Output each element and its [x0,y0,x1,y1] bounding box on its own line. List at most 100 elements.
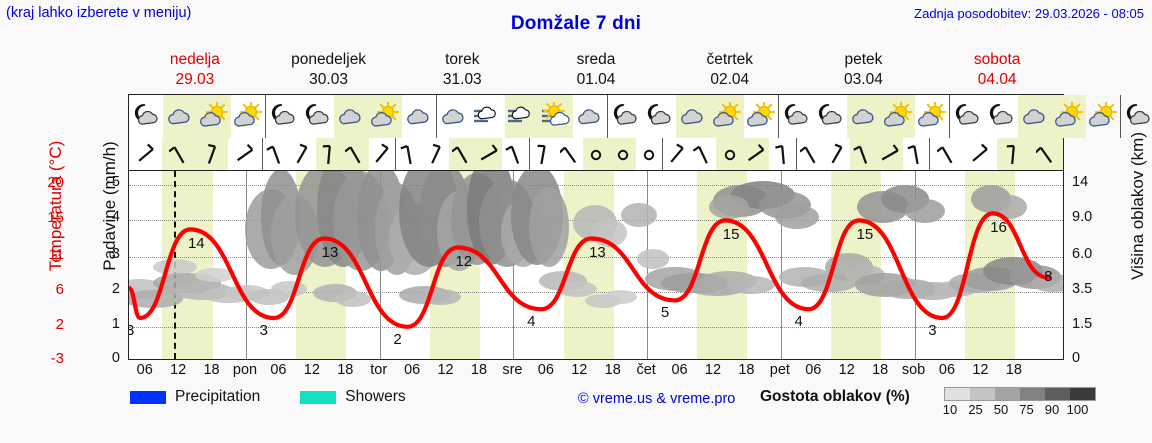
wind-barb-cell [823,138,850,170]
precipitation-swatch [130,390,166,404]
day-date: 30.03 [309,71,348,88]
time-tick-label: 06 [537,362,554,378]
wind-day-nedelja [129,138,263,170]
temperature-value-label: 12 [455,253,473,271]
time-axis-labels: 06 12 18 pon 06 12 18 tor 06 12 18 sre 06 12 18 čet 06 12… [128,362,1064,382]
day-date: 31.03 [442,71,482,88]
wind-barb-cell [930,138,963,170]
wind-barb-cell [636,138,663,170]
icon-day-sobota [1121,95,1152,138]
wind-barb-cell [449,138,476,170]
day-date: 03.04 [844,71,883,88]
wind-barb-cell [663,138,690,170]
icon-day-ponedeljek [266,95,437,138]
cloud-density-colorbar [944,387,1096,401]
precipitation-tick-label: 5 [111,174,120,191]
wind-day-torek [396,138,530,170]
day-header-petek: petek 03.04 [797,50,931,92]
day-separator [914,171,916,359]
page-title: Domžale 7 dni [510,13,642,34]
time-tick-label: 18 [738,362,755,378]
temperature-value-label: 3 [129,322,134,339]
time-tick-label: pet [769,362,790,378]
time-tick-label: 12 [838,362,855,378]
time-tick-label: 12 [704,362,722,378]
weather-icon-cell [539,95,573,138]
cloud-height-tick-label: 1.5 [1072,315,1093,332]
wind-barb-cell [396,138,423,170]
day-name: četrtek [706,51,753,68]
weather-icon-cell [915,95,949,138]
weather-icon-cell [368,95,402,138]
weather-icon-cell [642,95,676,138]
wind-barb-cell [162,138,196,170]
cloud-density-tick-label: 75 [1019,402,1034,417]
weather-icon-cell [300,95,334,138]
day-date: 29.03 [175,71,215,88]
precipitation-tick-label: 3 [111,245,120,262]
weather-icon-cell [813,95,847,138]
cloud-density-tick-label: 10 [942,402,958,417]
precipitation-tick-label: 4 [111,209,120,226]
wind-barb-cell [423,138,450,170]
wind-barb-cell [342,138,369,170]
weather-icon-cell [779,95,813,138]
time-tick-label: 06 [805,362,822,378]
wind-barb-cell [315,138,343,170]
temperature-value-label: 15 [722,226,740,244]
icon-day-četrtek [779,95,950,138]
precipitation-axis-title: Padavine (mm/h) [100,141,119,271]
weather-icon-cell [573,95,607,138]
weather-icon-cell [1052,95,1086,138]
wind-day-ponedeljek [263,138,397,170]
time-tick-label: 18 [470,362,488,378]
cloud-density-tick-labels: 10 25 50 75 90 100 [936,402,1108,420]
temperature-value-label: 5 [660,304,670,322]
cloud-density-swatch [995,388,1020,400]
day-name: ponedeljek [291,51,367,68]
weather-icon-cell [231,95,265,138]
wind-barb-cell [742,138,770,170]
time-tick-label: tor [370,362,388,378]
temperature-value-label: 3 [928,322,937,339]
wind-day-petek [797,138,931,170]
day-separator [780,171,782,359]
weather-icon-cell [710,95,744,138]
day-header-četrtek: četrtek 02.04 [663,50,797,92]
temperature-axis-title: Temperatura (°C) [46,140,65,272]
weather-icon-cell [437,95,471,138]
showers-swatch [300,390,337,404]
temperature-tick-label: 2 [55,315,64,333]
weather-icon-cell [847,95,881,138]
credit-link[interactable]: © vreme.us & vreme.pro [578,391,736,407]
cloud-density-swatch [945,388,970,400]
day-name: nedelja [169,51,220,68]
day-name: sobota [973,51,1021,68]
weather-icon-cell [1121,95,1152,138]
temperature-tick-label: 15 [47,209,64,227]
day-header-ponedeljek: ponedeljek 30.03 [262,50,396,92]
wind-barb-cell [289,138,316,170]
wind-barb-cell [129,138,162,170]
wind-barb-cell [716,138,743,170]
time-tick-label: 06 [270,362,287,378]
weather-icon-strip [128,94,1150,138]
cloud-density-swatch [970,388,995,400]
temperature-tick-label: 11 [48,245,64,263]
horizontal-gridline [129,256,1063,258]
time-tick-label: 12 [170,362,187,378]
location-menu-hint[interactable]: (kraj lahko izberete v meniju) [6,5,192,21]
weather-icon-cell [402,95,436,138]
cloud-density-tick-label: 50 [993,402,1009,417]
wind-barb-cell [609,138,636,170]
day-header-nedelja: nedelja 29.03 [128,50,262,92]
day-date: 01.04 [576,71,616,88]
weather-icon-cell [471,95,505,138]
temperature-value-label: 4 [527,313,536,331]
cloud-density-swatch [1020,388,1045,400]
precipitation-tick-label: 0 [111,350,120,366]
wind-barb-cell [556,138,583,170]
wind-barb-cell [582,138,610,170]
wind-barb-cell [849,138,877,170]
temperature-value-label: 15 [856,226,874,244]
